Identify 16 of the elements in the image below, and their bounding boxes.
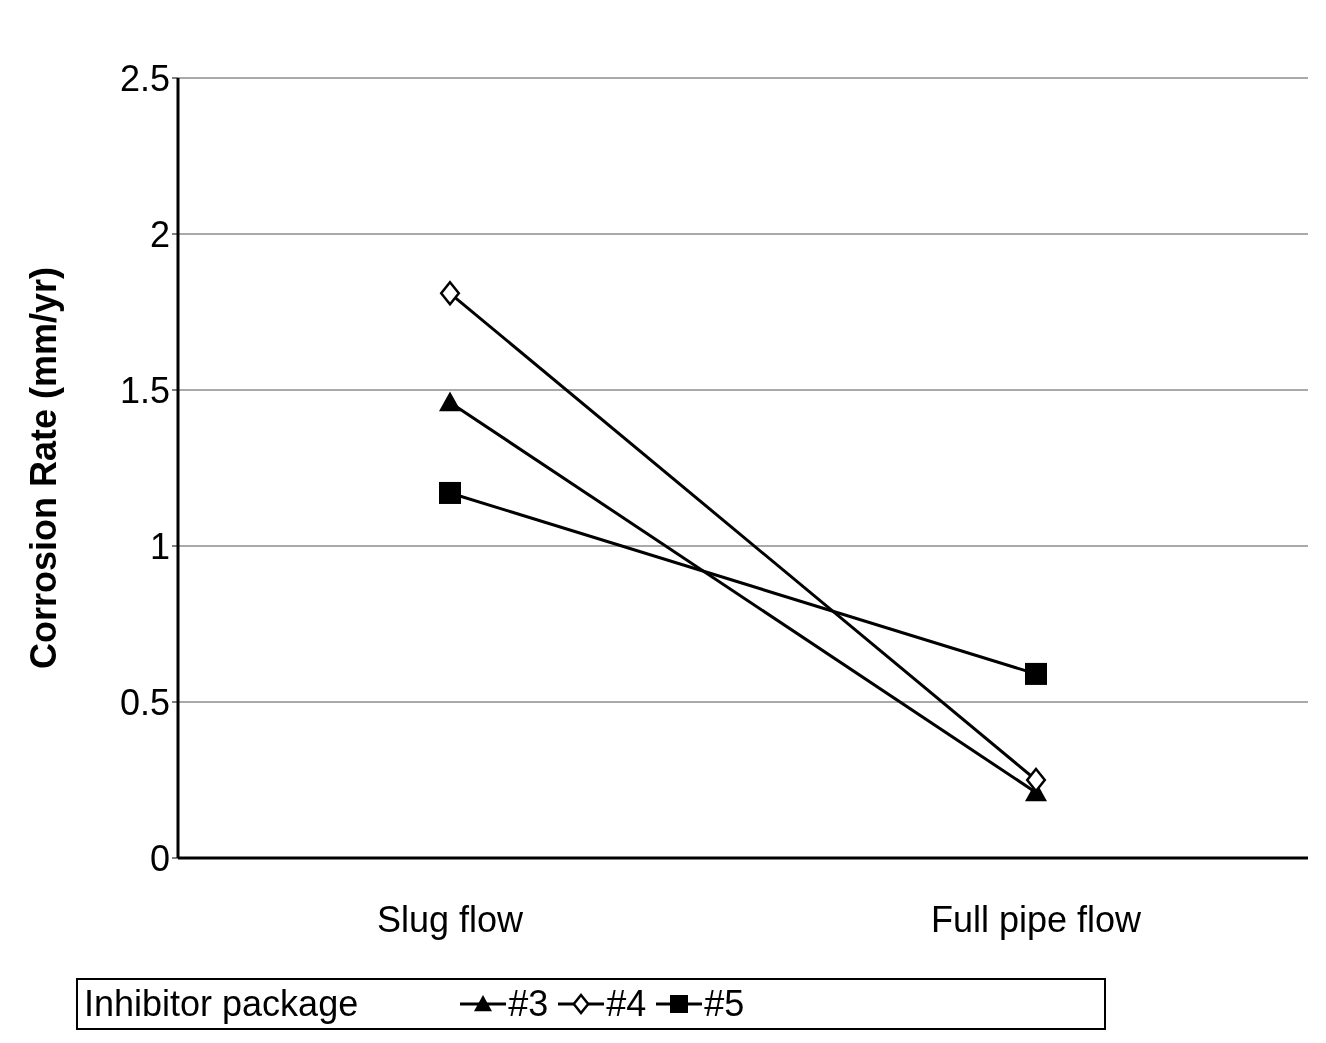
legend-title: Inhibitor package: [84, 983, 359, 1025]
y-tick-label: 0.5: [119, 681, 170, 723]
legend-label: #4: [606, 983, 647, 1025]
y-tick-label: 0: [149, 837, 170, 879]
y-tick-label: 1.5: [119, 369, 170, 411]
x-tick-label: Slug flow: [376, 898, 525, 940]
x-tick-label: Full pipe flow: [930, 898, 1143, 940]
point: [1025, 662, 1047, 685]
y-tick-label: 1: [149, 525, 170, 567]
legend-label: #3: [508, 983, 549, 1025]
y-axis-title: Corrosion Rate (mm/yr): [22, 266, 64, 670]
point: [439, 481, 461, 504]
y-tick-label: 2: [149, 213, 170, 255]
point: [439, 281, 461, 306]
legend-label: #5: [704, 983, 745, 1025]
y-tick-label: 2.5: [119, 57, 170, 99]
